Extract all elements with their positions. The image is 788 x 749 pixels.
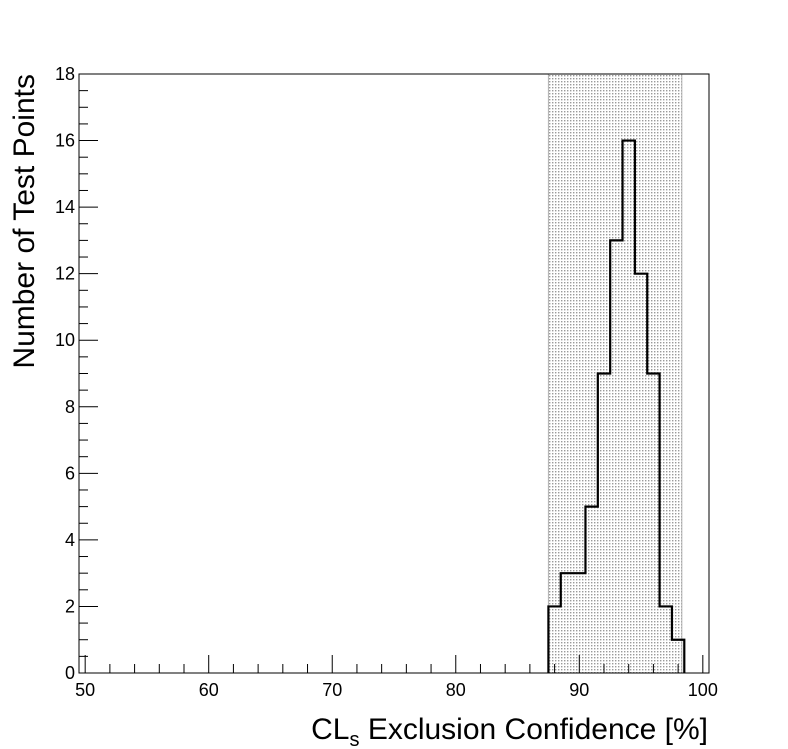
x-axis-title: CLs Exclusion Confidence [%] <box>311 713 708 749</box>
x-axis-title-prefix: CL <box>311 713 349 746</box>
shaded-band-layer <box>547 74 683 673</box>
y-tick-label: 0 <box>65 663 75 683</box>
x-tick-label: 100 <box>688 680 718 700</box>
y-tick-label: 14 <box>55 197 75 217</box>
y-tick-label: 12 <box>55 264 75 284</box>
y-tick-label: 4 <box>65 530 75 550</box>
x-axis-title-suffix: Exclusion Confidence [%] <box>359 713 708 746</box>
histogram-outline <box>547 139 686 673</box>
x-axis-ticks <box>84 655 704 673</box>
histogram-bars-layer <box>547 139 686 673</box>
y-axis-ticks <box>79 73 98 674</box>
x-tick-labels: 50 60 70 80 90 100 <box>75 680 718 700</box>
y-tick-label: 18 <box>55 64 75 84</box>
y-tick-label: 8 <box>65 397 75 417</box>
x-tick-label: 70 <box>322 680 342 700</box>
x-axis-title-subscript: s <box>349 729 359 749</box>
x-tick-label: 90 <box>569 680 589 700</box>
x-tick-label: 60 <box>199 680 219 700</box>
y-tick-labels: 0 2 4 6 8 10 12 14 16 18 <box>55 64 75 683</box>
x-tick-label: 80 <box>446 680 466 700</box>
y-tick-label: 2 <box>65 596 75 616</box>
y-tick-label: 6 <box>65 463 75 483</box>
y-axis-title: Number of Test Points <box>8 74 41 369</box>
x-tick-label: 50 <box>75 680 95 700</box>
y-tick-label: 16 <box>55 131 75 151</box>
y-tick-label: 10 <box>55 330 75 350</box>
shaded-band <box>548 74 682 673</box>
